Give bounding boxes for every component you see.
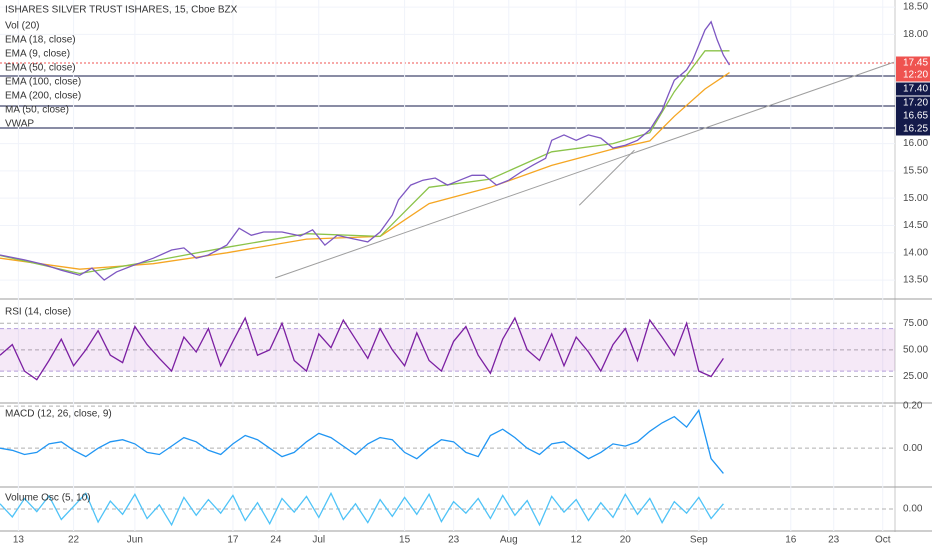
y-tick-label: 18.00 [903,29,928,40]
y-tick-label: 0.20 [903,401,923,412]
y-tick-label: 15.50 [903,166,928,177]
y-tick-label: 0.00 [903,504,923,515]
price-badge [896,122,930,136]
y-tick-label: 25.00 [903,371,928,382]
x-tick-label: 17 [227,535,239,546]
y-tick-label: 15.00 [903,193,928,204]
x-tick-label: 13 [13,535,25,546]
series-line [0,72,730,270]
series-line [0,491,724,527]
y-tick-label: 16.00 [903,138,928,149]
pane-title: MACD (12, 26, close, 9) [5,409,112,420]
indicator-legend: EMA (9, close) [5,49,70,60]
price-badge-label: 17.20 [903,98,928,109]
indicator-legend: EMA (18, close) [5,35,76,46]
y-tick-label: 18.50 [903,2,928,13]
x-tick-label: Sep [690,535,708,546]
pane-title: Volume Osc (5, 10) [5,493,91,504]
x-tick-label: 20 [620,535,632,546]
price-badge [896,96,930,110]
y-tick-label: 14.00 [903,247,928,258]
x-tick-label: Jun [127,535,143,546]
price-badge-label: 17.45 [903,58,928,69]
pane-title: ISHARES SILVER TRUST ISHARES, 15, Cboe B… [5,5,238,16]
indicator-legend: Vol (20) [5,21,39,32]
x-tick-label: Jul [312,535,325,546]
trendline [275,61,894,279]
price-badge [896,109,930,123]
x-tick-label: 12 [571,535,583,546]
x-tick-label: Oct [875,535,891,546]
price-badge [896,56,930,70]
series-line [0,20,731,281]
x-tick-label: 16 [785,535,797,546]
y-tick-label: 75.00 [903,318,928,329]
y-tick-label: 0.00 [903,443,923,454]
x-tick-label: 15 [399,535,411,546]
indicator-legend: EMA (100, close) [5,77,81,88]
trendline [578,149,635,206]
series-line [0,316,724,381]
pane-title: RSI (14, close) [5,307,71,318]
series-line [0,408,724,474]
y-tick-label: 13.50 [903,275,928,286]
price-badge-label: 17.40 [903,84,928,95]
y-tick-label: 14.50 [903,220,928,231]
price-badge-label: 12:20 [903,70,928,81]
price-badge-label: 16.25 [903,124,928,135]
x-tick-label: 22 [68,535,80,546]
price-badge [896,82,930,96]
indicator-legend: MA (50, close) [5,105,69,116]
series-line [0,50,730,275]
x-tick-label: 23 [828,535,840,546]
price-badge-label: 16.65 [903,111,928,122]
indicator-legend: EMA (200, close) [5,91,81,102]
y-tick-label: 50.00 [903,345,928,356]
x-tick-label: 24 [270,535,282,546]
price-badge [896,68,930,82]
x-tick-label: Aug [500,535,518,546]
x-tick-label: 23 [448,535,460,546]
indicator-legend: EMA (50, close) [5,63,76,74]
rsi-band [0,328,895,372]
indicator-legend: VWAP [5,119,34,130]
